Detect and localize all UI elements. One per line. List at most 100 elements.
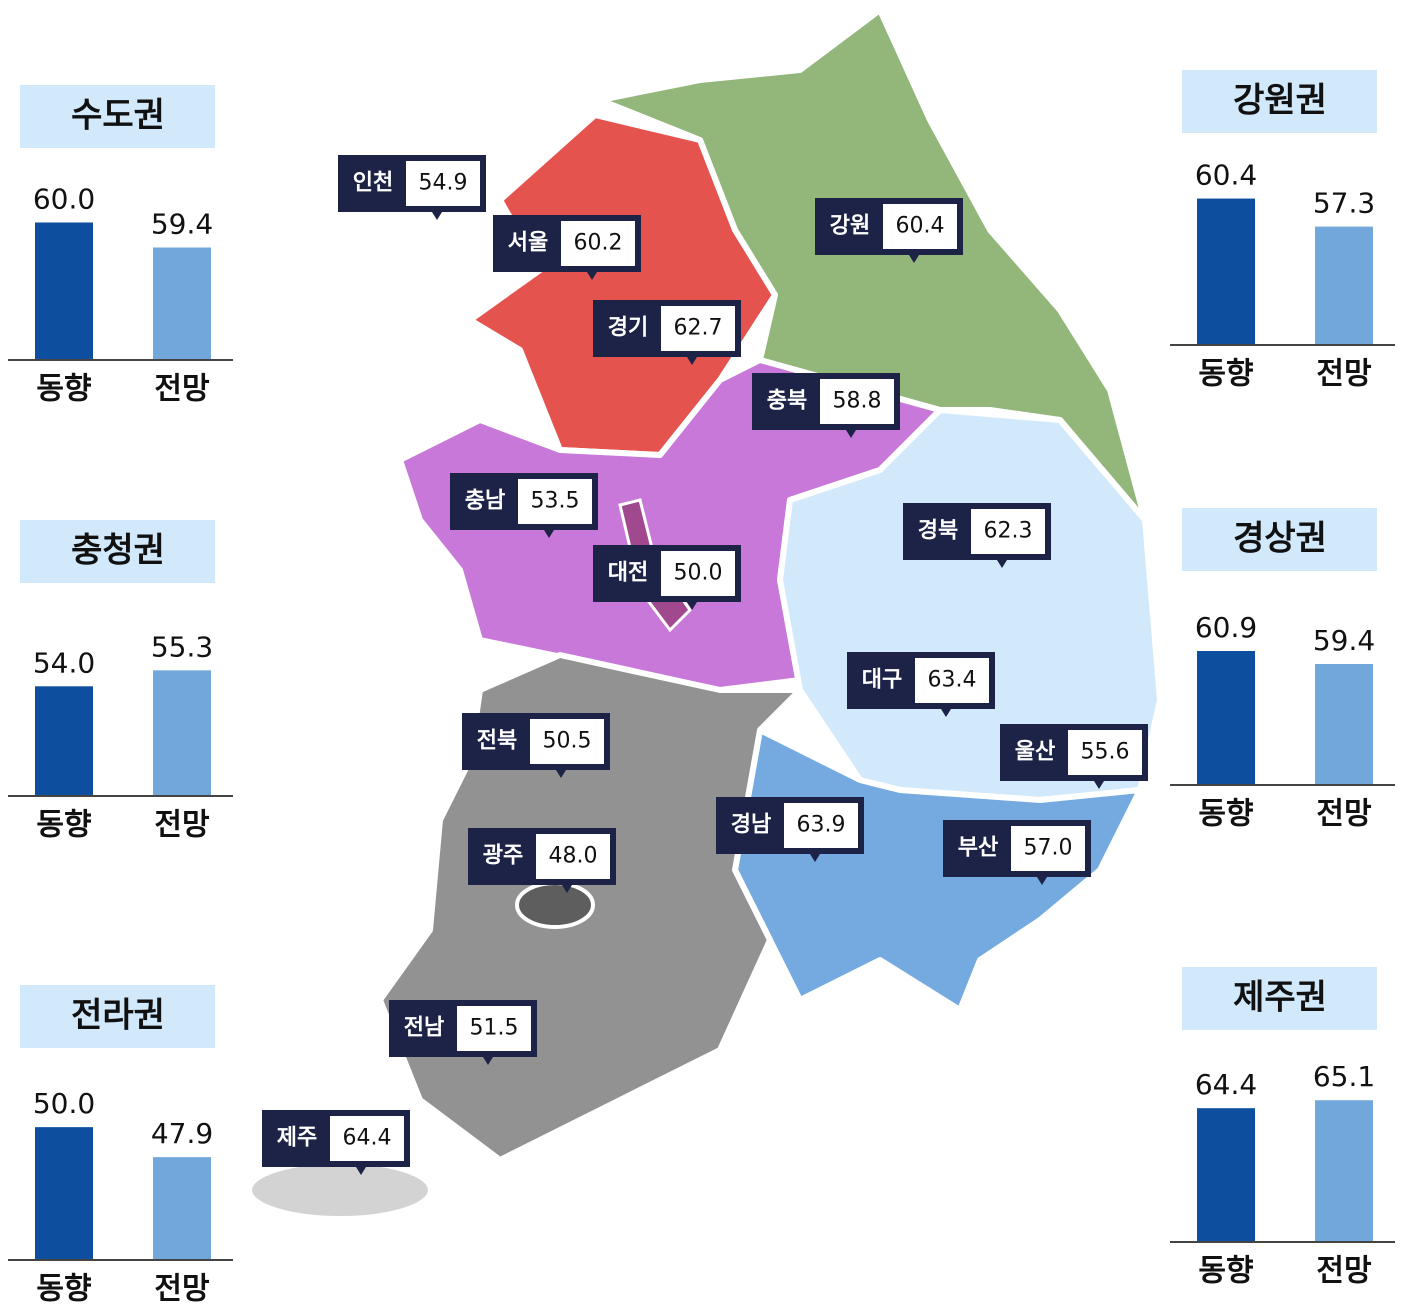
value-label: 57.3 xyxy=(1313,187,1375,220)
region-name: 서울 xyxy=(508,231,548,256)
chart-title: 제주권 xyxy=(1233,978,1327,1018)
map-labels: 인천 54.9 서울 60.2 경기 62.7 강원 60.4 충북 58.8 충남 53.5 대전 50… xyxy=(262,155,1148,1175)
bar-chart: 경상권 60.9 동향 59.4 전망 xyxy=(1170,508,1395,832)
region-value: 55.6 xyxy=(1081,740,1130,765)
value-box xyxy=(530,719,604,764)
category-label: 동향 xyxy=(1198,357,1253,392)
label-pointer xyxy=(356,1167,366,1175)
value-label: 50.0 xyxy=(33,1087,95,1120)
region-label: 울산 55.6 xyxy=(1000,724,1148,789)
region-value: 62.7 xyxy=(674,316,723,341)
category-label: 동향 xyxy=(36,1272,91,1307)
region-name: 인천 xyxy=(353,171,393,196)
bar xyxy=(1197,1108,1255,1242)
category-label: 동향 xyxy=(1198,1254,1253,1289)
category-label: 전망 xyxy=(1316,357,1372,392)
bar xyxy=(153,1157,211,1260)
category-label: 전망 xyxy=(154,808,210,843)
region-value: 48.0 xyxy=(549,844,598,869)
value-label: 54.0 xyxy=(33,646,95,679)
region-jeju xyxy=(248,1160,432,1220)
chart-title: 전라권 xyxy=(71,996,165,1036)
bar xyxy=(35,686,93,796)
title-box xyxy=(20,520,215,583)
region-name: 경남 xyxy=(731,813,771,838)
category-label: 동향 xyxy=(1198,797,1253,832)
value-box xyxy=(406,161,480,206)
region-value: 63.4 xyxy=(928,668,977,693)
region-name: 경북 xyxy=(918,519,958,544)
region-value: 64.4 xyxy=(343,1126,392,1151)
value-box xyxy=(971,509,1045,554)
charts: 수도권60.0동향59.4전망충청권54.0동향55.3전망전라권50.0동향4… xyxy=(8,70,1395,1307)
region-label: 충북 58.8 xyxy=(752,373,900,438)
chart-title: 강원권 xyxy=(1233,81,1327,121)
bar-chart: 충청권 54.0 동향 55.3 전망 xyxy=(8,520,233,843)
bar xyxy=(153,670,211,796)
title-box xyxy=(20,85,215,148)
region-name: 전북 xyxy=(477,729,517,754)
bar xyxy=(35,1127,93,1260)
region-label: 충남 53.5 xyxy=(450,473,598,538)
label-pointer xyxy=(997,560,1007,568)
bar xyxy=(35,222,93,360)
value-label: 60.9 xyxy=(1195,611,1257,644)
region-value: 53.5 xyxy=(531,489,580,514)
region-name: 광주 xyxy=(483,844,523,869)
value-label: 64.4 xyxy=(1195,1068,1257,1101)
bar-chart: 수도권 60.0 동향 59.4 전망 xyxy=(8,85,233,407)
region-name: 대구 xyxy=(862,668,902,693)
label-pointer xyxy=(587,272,597,280)
region-name: 강원 xyxy=(830,214,870,239)
value-label: 55.3 xyxy=(151,630,213,663)
value-box xyxy=(457,1006,531,1051)
region-value: 60.2 xyxy=(574,231,623,256)
value-label: 59.4 xyxy=(1313,624,1375,657)
region-name: 대전 xyxy=(608,561,648,586)
category-label: 전망 xyxy=(1316,797,1372,832)
chart-title: 충청권 xyxy=(71,531,165,571)
label-pointer xyxy=(432,212,442,220)
bar xyxy=(153,247,211,360)
region-label: 전남 51.5 xyxy=(389,1000,537,1065)
region-name: 충북 xyxy=(767,389,807,414)
bar xyxy=(1197,198,1255,345)
region-label: 전북 50.5 xyxy=(462,713,610,778)
title-box xyxy=(1182,967,1377,1030)
value-box xyxy=(661,306,735,351)
value-box xyxy=(561,221,635,266)
bar xyxy=(1197,651,1255,785)
chart-title: 수도권 xyxy=(71,96,165,136)
bar-chart: 전라권 50.0 동향 47.9 전망 xyxy=(8,985,233,1307)
value-box xyxy=(330,1116,404,1161)
region-name: 부산 xyxy=(958,836,998,861)
region-value: 50.0 xyxy=(674,561,723,586)
chart-title: 경상권 xyxy=(1233,519,1327,559)
region-name: 울산 xyxy=(1015,740,1055,765)
bar xyxy=(1315,1100,1373,1242)
region-label: 서울 60.2 xyxy=(493,215,641,280)
region-label: 대구 63.4 xyxy=(847,652,995,717)
region-name: 경기 xyxy=(608,316,648,341)
label-pointer xyxy=(556,770,566,778)
region-value: 58.8 xyxy=(833,389,882,414)
region-label: 광주 48.0 xyxy=(468,828,616,893)
category-label: 전망 xyxy=(154,372,210,407)
label-pointer xyxy=(810,854,820,862)
label-pointer xyxy=(1094,781,1104,789)
region-name: 충남 xyxy=(465,489,505,514)
value-label: 59.4 xyxy=(151,208,213,241)
value-label: 65.1 xyxy=(1313,1060,1375,1093)
region-value: 60.4 xyxy=(896,214,945,239)
label-pointer xyxy=(687,357,697,365)
label-pointer xyxy=(483,1057,493,1065)
region-value: 51.5 xyxy=(470,1016,519,1041)
bar xyxy=(1315,226,1373,345)
region-label: 경기 62.7 xyxy=(593,300,741,365)
region-gwangju xyxy=(515,881,595,929)
value-box xyxy=(1068,730,1142,775)
region-label: 인천 54.9 xyxy=(338,155,486,220)
region-label: 부산 57.0 xyxy=(943,820,1091,885)
region-value: 50.5 xyxy=(543,729,592,754)
